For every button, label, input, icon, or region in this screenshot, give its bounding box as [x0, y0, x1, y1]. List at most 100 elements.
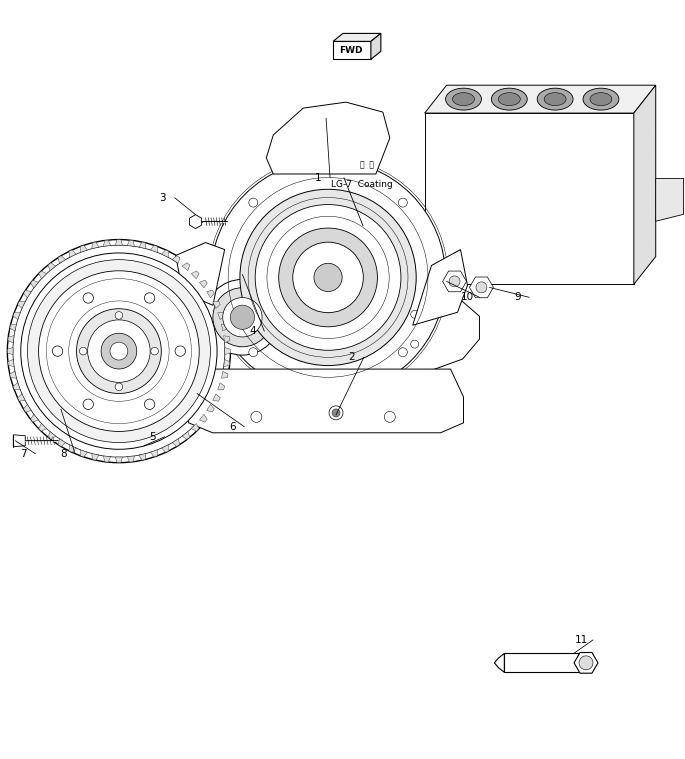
Circle shape — [115, 383, 123, 391]
Polygon shape — [39, 424, 47, 431]
Polygon shape — [58, 256, 66, 263]
Ellipse shape — [491, 88, 527, 110]
Polygon shape — [92, 454, 99, 460]
Text: LG-7  Coating: LG-7 Coating — [331, 180, 393, 189]
Polygon shape — [191, 271, 199, 279]
Circle shape — [210, 160, 445, 395]
Text: 9: 9 — [514, 292, 521, 302]
Circle shape — [240, 189, 416, 366]
Circle shape — [8, 240, 230, 463]
Polygon shape — [13, 383, 20, 389]
Circle shape — [249, 348, 258, 357]
Ellipse shape — [583, 88, 619, 110]
Circle shape — [110, 342, 128, 360]
Polygon shape — [371, 33, 381, 59]
Circle shape — [145, 399, 155, 409]
Polygon shape — [172, 256, 180, 263]
Circle shape — [115, 312, 123, 320]
Circle shape — [411, 340, 419, 348]
Circle shape — [21, 253, 217, 449]
Polygon shape — [151, 245, 158, 252]
Circle shape — [249, 198, 258, 207]
Circle shape — [38, 271, 199, 431]
Polygon shape — [218, 383, 225, 389]
Circle shape — [476, 282, 487, 293]
Polygon shape — [127, 456, 134, 462]
Circle shape — [445, 272, 464, 291]
Polygon shape — [221, 371, 228, 378]
Circle shape — [449, 276, 460, 287]
Polygon shape — [8, 348, 13, 354]
Circle shape — [205, 279, 280, 355]
Circle shape — [473, 279, 490, 296]
Polygon shape — [175, 243, 225, 305]
Circle shape — [256, 205, 401, 351]
Polygon shape — [199, 280, 208, 288]
Circle shape — [151, 348, 158, 355]
Circle shape — [579, 656, 593, 670]
Polygon shape — [103, 456, 110, 462]
Circle shape — [79, 348, 87, 355]
Text: 2: 2 — [349, 352, 356, 362]
Polygon shape — [31, 414, 38, 422]
Polygon shape — [80, 450, 87, 457]
Polygon shape — [162, 250, 169, 257]
Polygon shape — [127, 240, 134, 246]
Polygon shape — [333, 33, 381, 42]
Polygon shape — [151, 450, 158, 457]
Polygon shape — [68, 250, 76, 257]
Polygon shape — [182, 432, 190, 439]
Polygon shape — [182, 263, 190, 270]
Circle shape — [314, 263, 342, 291]
Polygon shape — [13, 435, 25, 447]
Polygon shape — [58, 439, 66, 446]
Polygon shape — [574, 653, 598, 673]
Text: 5: 5 — [149, 432, 156, 442]
Polygon shape — [115, 457, 123, 463]
Polygon shape — [92, 242, 99, 249]
Ellipse shape — [544, 93, 566, 106]
Polygon shape — [10, 324, 16, 331]
Circle shape — [230, 305, 255, 329]
Polygon shape — [18, 301, 25, 308]
Polygon shape — [10, 371, 16, 378]
Circle shape — [399, 198, 408, 207]
Polygon shape — [48, 432, 55, 439]
Polygon shape — [139, 242, 146, 249]
Text: 塗  布: 塗 布 — [360, 161, 374, 170]
Polygon shape — [31, 280, 38, 288]
Circle shape — [399, 348, 408, 357]
Circle shape — [52, 346, 63, 356]
Polygon shape — [266, 102, 390, 174]
Ellipse shape — [537, 88, 573, 110]
Polygon shape — [207, 405, 214, 412]
Polygon shape — [221, 324, 228, 331]
Polygon shape — [656, 178, 684, 221]
Circle shape — [77, 309, 161, 393]
Circle shape — [175, 346, 186, 356]
Polygon shape — [103, 240, 110, 246]
Polygon shape — [363, 285, 479, 372]
Polygon shape — [224, 335, 230, 343]
Polygon shape — [190, 215, 201, 228]
Polygon shape — [139, 454, 146, 460]
Polygon shape — [333, 42, 371, 59]
Polygon shape — [191, 424, 199, 431]
Polygon shape — [23, 405, 31, 412]
Ellipse shape — [590, 93, 612, 106]
Polygon shape — [412, 250, 467, 325]
Polygon shape — [18, 394, 25, 402]
Ellipse shape — [453, 93, 475, 106]
Circle shape — [384, 411, 395, 422]
Text: 3: 3 — [160, 193, 166, 203]
Polygon shape — [504, 653, 586, 672]
Polygon shape — [213, 394, 220, 402]
Polygon shape — [23, 290, 31, 298]
Circle shape — [13, 245, 225, 457]
Polygon shape — [218, 313, 225, 320]
Polygon shape — [495, 653, 504, 672]
Ellipse shape — [445, 88, 482, 110]
Circle shape — [292, 242, 363, 313]
Text: 10: 10 — [461, 292, 474, 302]
Polygon shape — [207, 290, 214, 298]
